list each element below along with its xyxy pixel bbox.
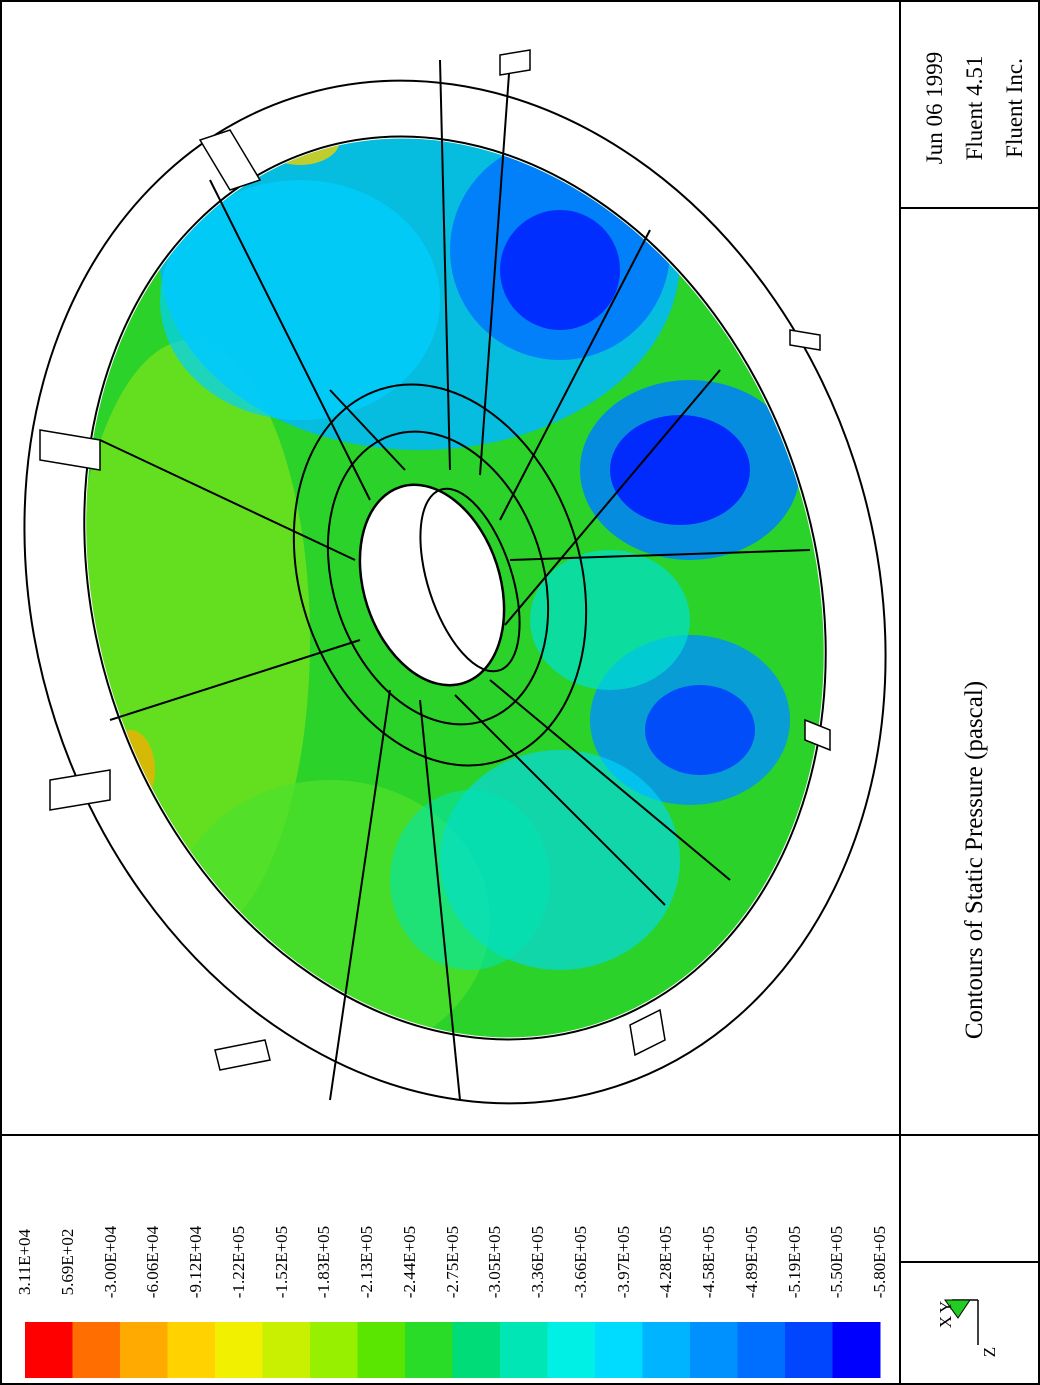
color-level-label: -2.44E+05 <box>399 1225 419 1299</box>
color-level-label: -5.80E+05 <box>870 1225 889 1299</box>
color-level-label: -4.28E+05 <box>656 1225 676 1299</box>
plot-title: Contours of Static Pressure (pascal) <box>961 680 988 1040</box>
axis-z-label: Z <box>980 1346 999 1358</box>
color-level-label: -1.52E+05 <box>271 1225 291 1299</box>
color-level-label: -1.22E+05 <box>228 1225 248 1299</box>
color-swatch <box>72 1322 121 1378</box>
color-bar <box>25 1322 881 1378</box>
info-company: Fluent Inc. <box>1002 58 1027 158</box>
color-level-label: -5.50E+05 <box>827 1225 847 1299</box>
info-version: Fluent 4.51 <box>962 55 987 161</box>
info-date: Jun 06 1999 <box>922 51 947 165</box>
color-level-label: -3.97E+05 <box>613 1225 633 1299</box>
color-swatch <box>500 1322 548 1378</box>
color-swatch <box>405 1322 453 1378</box>
color-swatch <box>120 1322 168 1378</box>
color-swatch <box>452 1322 501 1378</box>
color-swatch <box>25 1322 73 1378</box>
impeller-contour-plot <box>23 41 887 1135</box>
color-swatch <box>785 1322 833 1378</box>
color-level-label: -5.19E+05 <box>784 1225 804 1299</box>
color-swatch <box>690 1322 738 1378</box>
color-level-label: 5.69E+02 <box>57 1228 77 1296</box>
color-level-label: -3.05E+05 <box>485 1225 505 1299</box>
color-level-label: -3.36E+05 <box>528 1225 547 1299</box>
color-level-label: -3.00E+04 <box>100 1225 120 1299</box>
color-swatch <box>357 1322 406 1378</box>
color-swatch <box>262 1322 311 1378</box>
color-level-label: -2.13E+05 <box>357 1225 376 1299</box>
color-swatch <box>832 1322 881 1378</box>
color-level-label: -1.83E+05 <box>314 1225 334 1299</box>
color-swatch <box>310 1322 358 1378</box>
color-swatch <box>642 1322 691 1378</box>
color-level-label: -4.89E+05 <box>741 1225 761 1299</box>
outer-casing-ring <box>23 79 887 1105</box>
axis-x-label: X <box>936 1315 955 1329</box>
color-swatch <box>167 1322 216 1378</box>
color-swatch <box>215 1322 263 1378</box>
color-swatch <box>737 1322 786 1378</box>
color-swatch <box>547 1322 596 1378</box>
color-swatch <box>595 1322 643 1378</box>
color-level-label: -6.06E+04 <box>143 1225 163 1299</box>
axis-y-label: Y <box>936 1300 955 1314</box>
color-level-label: -3.66E+05 <box>570 1225 590 1299</box>
color-level-label: -9.12E+04 <box>186 1225 205 1299</box>
color-level-label: -4.58E+05 <box>699 1225 718 1299</box>
color-level-label: -2.75E+05 <box>442 1225 462 1299</box>
axes-triad-icon <box>944 1299 979 1345</box>
color-level-label: 3.11E+04 <box>15 1228 34 1296</box>
